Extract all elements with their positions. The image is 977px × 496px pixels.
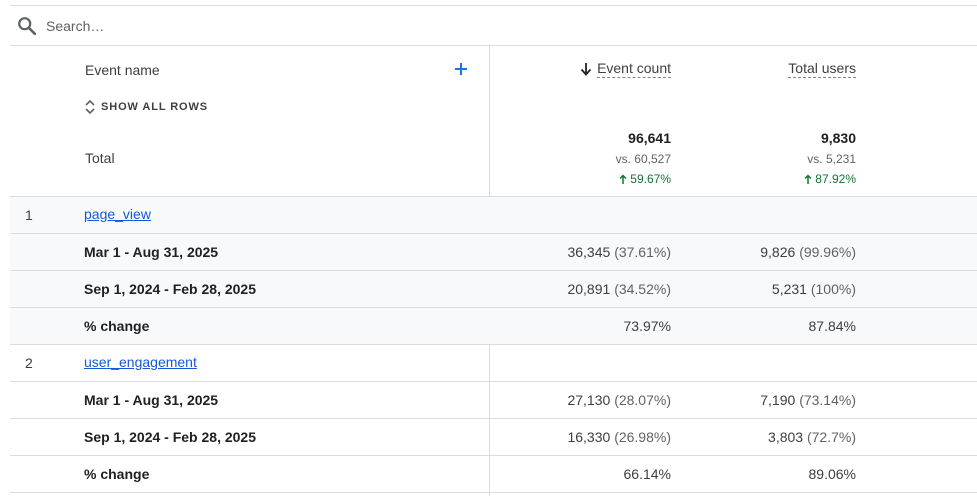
table-row: Sep 1, 2024 - Feb 28, 2025 16,330 (26.98… [10, 419, 977, 456]
total-users-cell: 89.06% [808, 466, 856, 482]
total-label: Total [85, 150, 115, 166]
date-range-label: Sep 1, 2024 - Feb 28, 2025 [84, 429, 256, 445]
date-range-label: Mar 1 - Aug 31, 2025 [84, 244, 219, 260]
total-users-total-vs: vs. 5,231 [807, 152, 856, 166]
total-users-cell: 9,826 (99.96%) [760, 244, 856, 260]
show-all-rows-button[interactable]: SHOW ALL ROWS [84, 99, 208, 115]
plus-icon[interactable] [451, 59, 471, 79]
percent-change-label: % change [84, 318, 150, 334]
total-users-header[interactable]: Total users [788, 60, 856, 78]
event-count-change-value: 59.67% [630, 172, 671, 186]
total-users-label: Total users [788, 60, 856, 78]
arrow-up-icon [619, 173, 627, 184]
table-row: % change 66.14% 89.06% [10, 456, 977, 493]
search-input[interactable] [46, 15, 646, 37]
row-index: 1 [25, 207, 33, 223]
table-row: 2 user_engagement [10, 345, 977, 382]
total-users-change-value: 87.92% [815, 172, 856, 186]
total-users-cell: 5,231 (100%) [771, 281, 856, 297]
event-count-total-change: 59.67% [619, 172, 671, 186]
arrow-up-icon [804, 173, 812, 184]
total-users-total-change: 87.92% [804, 172, 856, 186]
table-row: Mar 1 - Aug 31, 2025 36,345 (37.61%) 9,8… [10, 234, 977, 271]
event-name-link[interactable]: page_view [84, 206, 151, 222]
total-users-cell: 87.84% [808, 318, 856, 334]
table-header [10, 46, 977, 197]
total-users-cell: 3,803 (72.7%) [768, 429, 856, 445]
total-users-cell: 7,190 (73.14%) [760, 392, 856, 408]
event-count-cell: 73.97% [623, 318, 671, 334]
unfold-icon [85, 99, 95, 115]
event-count-header[interactable]: Event count [579, 60, 671, 78]
arrow-down-icon [580, 63, 592, 76]
row-index: 2 [25, 355, 33, 371]
event-count-cell: 66.14% [623, 466, 671, 482]
table-row: % change 73.97% 87.84% [10, 308, 977, 345]
date-range-label: Mar 1 - Aug 31, 2025 [84, 392, 219, 408]
event-name-link[interactable]: user_engagement [84, 354, 197, 370]
dimension-header[interactable]: Event name [85, 62, 160, 78]
percent-change-label: % change [84, 466, 150, 482]
event-count-cell: 36,345 (37.61%) [567, 244, 671, 260]
table-row: 1 page_view [10, 197, 977, 234]
event-count-cell: 16,330 (26.98%) [567, 429, 671, 445]
date-range-label: Sep 1, 2024 - Feb 28, 2025 [84, 281, 256, 297]
event-count-total-vs: vs. 60,527 [615, 152, 671, 166]
show-all-rows-label: SHOW ALL ROWS [101, 101, 209, 113]
event-count-cell: 27,130 (28.07%) [567, 392, 671, 408]
table-row: Mar 1 - Aug 31, 2025 27,130 (28.07%) 7,1… [10, 382, 977, 419]
search-icon[interactable] [16, 15, 38, 37]
total-users-total: 9,830 [820, 130, 856, 146]
event-count-label: Event count [597, 60, 671, 78]
table-row: Sep 1, 2024 - Feb 28, 2025 20,891 (34.52… [10, 271, 977, 308]
event-count-total: 96,641 [628, 130, 671, 146]
search-bar [10, 5, 977, 46]
event-count-cell: 20,891 (34.52%) [567, 281, 671, 297]
